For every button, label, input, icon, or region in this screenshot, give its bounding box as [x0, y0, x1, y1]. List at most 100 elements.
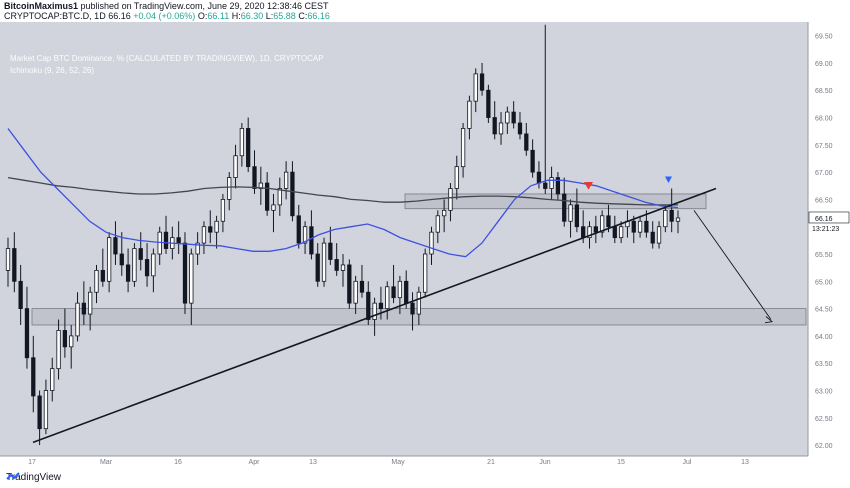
candle-body [448, 188, 453, 211]
y-tick-label: 62.00 [815, 443, 833, 450]
candle-body [650, 231, 655, 244]
blue-marker-icon [665, 176, 672, 184]
candle-body [498, 122, 504, 135]
candle-body [125, 264, 131, 282]
candle-body [265, 182, 270, 211]
candle-body [473, 73, 478, 102]
candle-body [517, 122, 523, 135]
candle-body [644, 220, 649, 233]
candle-body [675, 217, 681, 222]
symbol-label[interactable]: CRYPTOCAP:BTC.D, 1D [4, 11, 106, 21]
candle-body [486, 89, 491, 118]
candle-body [340, 264, 346, 271]
candle-body [12, 248, 17, 282]
legend-indicator[interactable]: Ichimoku (9, 26, 52, 26) [10, 66, 95, 75]
projection-arrow-line [693, 210, 772, 320]
close-value: 66.16 [307, 11, 330, 21]
candle-body [562, 193, 567, 222]
candle-body [606, 215, 611, 228]
candle-body [208, 226, 213, 233]
footer: TradingView [0, 468, 850, 488]
x-tick-label: 13 [309, 459, 317, 466]
candle-body [138, 248, 143, 260]
candle-body [195, 242, 200, 255]
chart-header: BitcoinMaximus1 published on TradingView… [0, 0, 850, 22]
candle-body [309, 226, 314, 255]
candle-body [423, 253, 428, 293]
candle-body [214, 220, 219, 233]
candle-body [587, 226, 592, 239]
y-tick-label: 67.50 [815, 143, 833, 150]
publish-info: BitcoinMaximus1 published on TradingView… [4, 1, 329, 11]
candle-body [656, 226, 662, 244]
candle-body [50, 368, 55, 391]
y-tick-label: 65.50 [815, 252, 833, 259]
x-tick-label: 17 [28, 459, 36, 466]
candle-body [106, 237, 112, 282]
publisher-name[interactable]: BitcoinMaximus1 [4, 1, 79, 11]
candle-body [600, 215, 605, 233]
y-tick-label: 66.50 [815, 197, 833, 204]
candle-body [435, 215, 440, 233]
countdown-value: 13:21:23 [812, 226, 839, 233]
candle-body [144, 259, 150, 277]
moving-average-blue-line [7, 128, 679, 258]
candle-body [663, 209, 668, 228]
x-tick-label: 16 [174, 459, 182, 466]
candle-body [631, 220, 636, 233]
published-text: published on TradingView.com, June 29, 2… [78, 1, 329, 11]
candle-body [69, 335, 74, 348]
candle-body [378, 302, 384, 310]
candle-body [271, 204, 276, 211]
candle-body [454, 166, 459, 189]
open-value: 66.11 [207, 11, 230, 21]
legend-main-series[interactable]: Market Cap BTC Dominance, % (CALCULATED … [10, 54, 324, 63]
candle-body [479, 73, 485, 91]
candlestick-chart[interactable]: 69.5069.0068.5068.0067.5067.0066.5066.00… [0, 22, 850, 466]
candle-body [334, 259, 339, 271]
candle-body [530, 149, 535, 173]
price-axis-background [808, 22, 850, 466]
candle-body [505, 111, 510, 124]
candle-body [94, 269, 99, 293]
candle-body [581, 226, 586, 239]
low-label: L: [265, 11, 274, 21]
candle-body [290, 171, 295, 217]
candle-body [637, 220, 643, 233]
candle-body [593, 226, 598, 233]
candle-body [315, 253, 320, 282]
candle-body [62, 330, 68, 348]
candle-body [511, 111, 516, 124]
candle-body [429, 231, 434, 255]
candle-body [347, 264, 352, 304]
candle-body [176, 237, 181, 244]
y-tick-label: 64.00 [815, 334, 833, 341]
y-tick-label: 67.00 [815, 170, 833, 177]
candle-body [182, 242, 188, 304]
candle-body [151, 253, 156, 277]
candle-body [492, 117, 497, 135]
candle-body [555, 177, 561, 195]
y-tick-label: 68.50 [815, 88, 833, 95]
y-tick-label: 69.50 [815, 34, 833, 41]
chart-area[interactable]: 69.5069.0068.5068.0067.5067.0066.5066.00… [0, 22, 850, 466]
price-change: +0.04 (+0.06%) [133, 11, 196, 21]
candle-body [385, 286, 390, 310]
tradingview-icon [6, 472, 20, 480]
y-tick-label: 64.50 [815, 307, 833, 314]
candle-body [391, 286, 396, 299]
candle-body [132, 248, 137, 282]
tradingview-logo[interactable]: TradingView [6, 472, 61, 483]
candle-body [536, 171, 542, 184]
candle-body [524, 133, 529, 151]
candle-body [359, 280, 365, 293]
open-label: O: [197, 11, 208, 21]
tradingview-brand: TradingView [6, 472, 62, 483]
candle-body [233, 155, 238, 178]
y-tick-label: 63.50 [815, 361, 833, 368]
candle-body [81, 302, 86, 315]
x-tick-label: 21 [487, 459, 495, 466]
candle-body [5, 248, 11, 271]
candle-body [100, 269, 105, 282]
price-tag-box [808, 211, 850, 224]
